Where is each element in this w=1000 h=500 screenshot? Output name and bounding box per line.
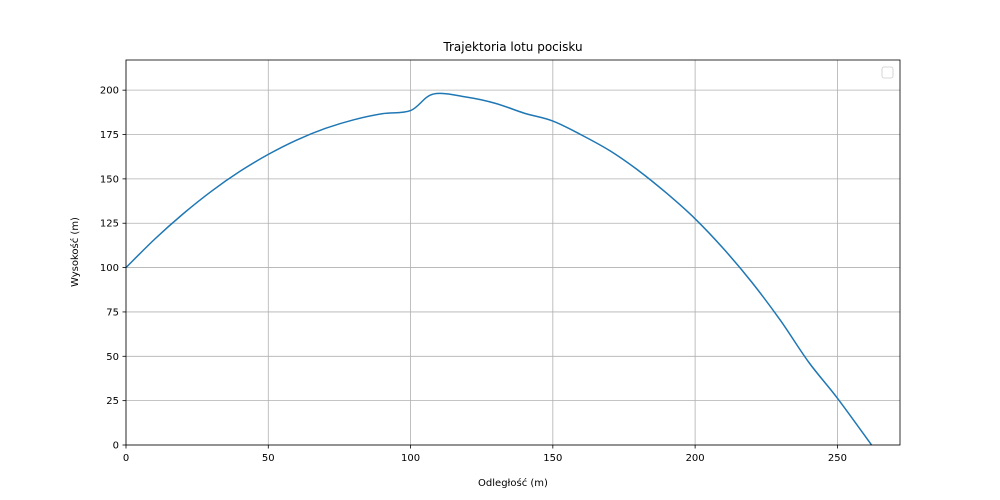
y-tick-label: 175 xyxy=(100,130,119,141)
x-tick-label: 200 xyxy=(686,453,705,464)
y-tick-label: 50 xyxy=(106,352,119,363)
x-tick-label: 50 xyxy=(262,453,275,464)
y-tick-label: 100 xyxy=(100,263,119,274)
y-axis-label: Wysokość (m) xyxy=(69,217,81,287)
grid xyxy=(125,60,900,446)
chart-title: Trajektoria lotu pocisku xyxy=(442,40,582,54)
y-tick-label: 200 xyxy=(100,86,119,97)
legend-box xyxy=(881,66,894,79)
x-tick-label: 0 xyxy=(123,453,129,464)
y-tick-label: 25 xyxy=(106,396,119,407)
y-tick-label: 150 xyxy=(100,174,119,185)
x-tick-label: 150 xyxy=(543,453,562,464)
y-tick-label: 0 xyxy=(113,441,119,452)
y-tick-label: 75 xyxy=(106,307,119,318)
series-line xyxy=(125,92,873,446)
x-tick-label: 250 xyxy=(828,453,847,464)
x-axis-label: Odległość (m) xyxy=(478,477,548,489)
ticks: 0 50 100 150 200 250 0 25 50 75 100 125 150 175 200 xyxy=(100,86,847,464)
y-tick-label: 125 xyxy=(100,219,119,230)
x-tick-label: 100 xyxy=(401,453,420,464)
plot-frame xyxy=(125,59,901,446)
